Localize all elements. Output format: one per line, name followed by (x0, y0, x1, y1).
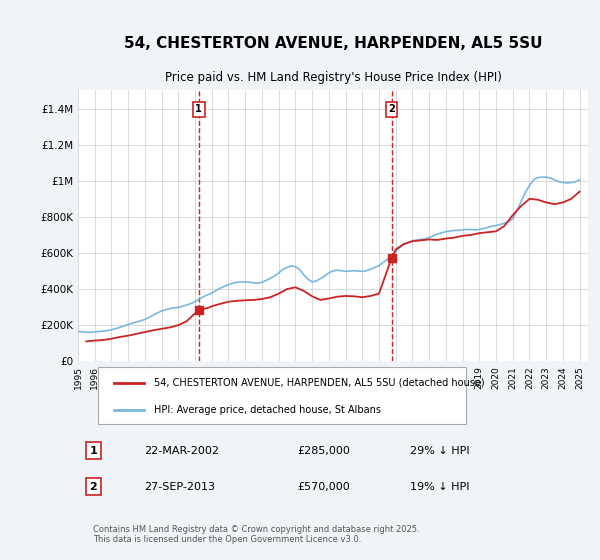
Text: Contains HM Land Registry data © Crown copyright and database right 2025.
This d: Contains HM Land Registry data © Crown c… (94, 525, 420, 544)
Text: 27-SEP-2013: 27-SEP-2013 (145, 482, 215, 492)
Text: HPI: Average price, detached house, St Albans: HPI: Average price, detached house, St A… (155, 405, 382, 415)
Text: 19% ↓ HPI: 19% ↓ HPI (409, 482, 469, 492)
Text: 54, CHESTERTON AVENUE, HARPENDEN, AL5 5SU (detached house): 54, CHESTERTON AVENUE, HARPENDEN, AL5 5S… (155, 378, 485, 388)
Text: 54, CHESTERTON AVENUE, HARPENDEN, AL5 5SU: 54, CHESTERTON AVENUE, HARPENDEN, AL5 5S… (124, 36, 542, 51)
Text: 1: 1 (196, 105, 202, 114)
Text: 2: 2 (89, 482, 97, 492)
Text: 1: 1 (89, 446, 97, 456)
Text: £570,000: £570,000 (297, 482, 350, 492)
Text: 22-MAR-2002: 22-MAR-2002 (145, 446, 220, 456)
FancyBboxPatch shape (98, 367, 466, 423)
Text: Price paid vs. HM Land Registry's House Price Index (HPI): Price paid vs. HM Land Registry's House … (164, 72, 502, 85)
Text: 29% ↓ HPI: 29% ↓ HPI (409, 446, 469, 456)
Text: 2: 2 (388, 105, 395, 114)
Text: £285,000: £285,000 (297, 446, 350, 456)
